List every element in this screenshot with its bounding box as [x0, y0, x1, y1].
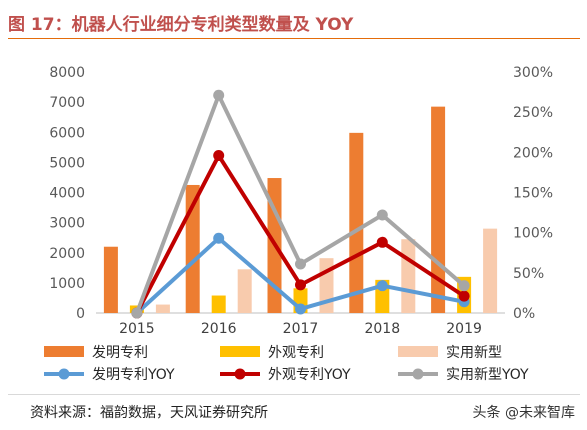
legend-label: 外观专利YOY	[268, 367, 351, 383]
legend-label: 发明专利YOY	[92, 367, 175, 383]
legend-marker	[412, 368, 424, 380]
legend-label: 实用新型	[446, 345, 502, 361]
x-tick-label: 2017	[283, 321, 319, 337]
bar	[349, 132, 364, 313]
watermark: 头条 @未来智库	[472, 405, 575, 421]
y-right-tick-label: 200%	[513, 145, 553, 161]
legend-marker	[58, 368, 70, 380]
source-note: 资料来源：福韵数据，天风证券研究所	[30, 405, 268, 421]
y-right-tick-label: 150%	[513, 186, 553, 202]
series-point	[295, 303, 306, 315]
y-left-tick-label: 0	[76, 306, 85, 322]
y-right-tick-label: 100%	[513, 226, 553, 242]
y-left-tick-label: 3000	[49, 216, 85, 232]
legend-swatch	[220, 346, 260, 357]
y-left-tick-label: 8000	[49, 65, 85, 81]
patent-chart: 0 1000 2000 3000 4000 5000 6000 7000 8000 0% 50% 10…	[44, 65, 553, 383]
series-point	[131, 307, 143, 319]
legend-label: 发明专利	[92, 345, 148, 361]
y-left-tick-label: 7000	[49, 95, 85, 111]
y-left-tick-label: 4000	[49, 186, 85, 202]
x-tick-label: 2016	[201, 321, 237, 337]
series-point	[458, 280, 470, 292]
series-point	[376, 209, 388, 221]
y-right-tick-label: 50%	[513, 266, 544, 282]
legend-swatch	[398, 346, 438, 357]
series-point	[213, 89, 225, 101]
y-right-tick-label: 0%	[513, 306, 535, 322]
y-right-tick-label: 250%	[513, 105, 553, 121]
bar	[155, 304, 170, 313]
chart-axes: 0 1000 2000 3000 4000 5000 6000 7000 8000 0% 50% 10…	[49, 65, 553, 337]
series-point	[376, 236, 388, 248]
series-point	[376, 280, 388, 292]
y-right-tick-label: 300%	[513, 65, 553, 81]
x-tick-label: 2019	[446, 321, 482, 337]
bar	[401, 239, 416, 313]
series-point	[458, 290, 470, 302]
y-left-tick-label: 1000	[49, 276, 85, 292]
legend-marker	[234, 368, 246, 380]
bar	[185, 184, 200, 313]
series-point	[213, 232, 225, 244]
x-tick-label: 2015	[119, 321, 155, 337]
series-point	[295, 279, 306, 291]
bar	[237, 269, 252, 313]
bar	[483, 228, 498, 313]
chart-title: 图 17：机器人行业细分专利类型数量及 YOY	[8, 15, 354, 35]
chart-lines	[131, 89, 470, 319]
legend-swatch	[44, 346, 84, 357]
y-left-tick-label: 6000	[49, 125, 85, 141]
y-left-tick-label: 2000	[49, 246, 85, 262]
bar	[211, 295, 226, 313]
legend-label: 实用新型YOY	[446, 367, 529, 383]
series-point	[295, 258, 306, 270]
legend-label: 外观专利	[268, 345, 324, 361]
title-divider	[8, 38, 580, 39]
y-left-tick-label: 5000	[49, 155, 85, 171]
x-tick-label: 2018	[364, 321, 400, 337]
series-point	[213, 150, 225, 162]
footer-divider	[8, 394, 580, 395]
bar	[103, 246, 118, 313]
